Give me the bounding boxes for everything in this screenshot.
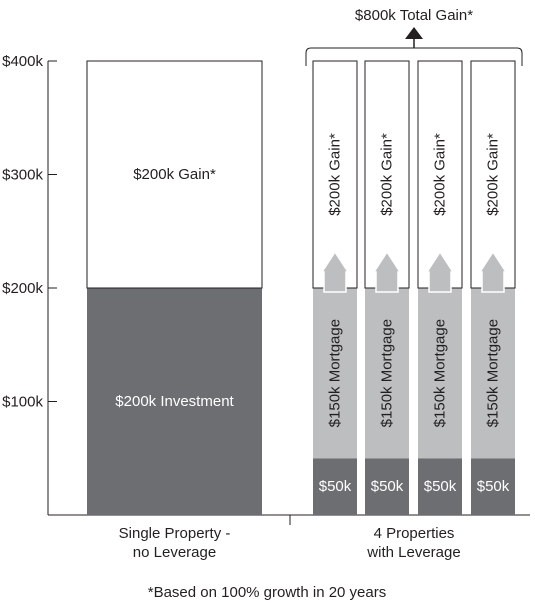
total-gain-label: $800k Total Gain*: [355, 7, 473, 24]
bar-segment: [87, 288, 262, 515]
bar-segment: [365, 458, 409, 515]
segment-label: $200k Investment: [115, 393, 234, 410]
growth-arrows: [320, 250, 508, 293]
y-tick-label: $200k: [2, 280, 43, 297]
segment-label: $150k Mortgage: [432, 319, 449, 427]
bar-segment: [418, 288, 462, 459]
bar-segment: [365, 288, 409, 459]
segment-label: $50k: [319, 478, 352, 495]
segment-label: $200k Gain*: [379, 133, 396, 216]
bar-segment: [417, 60, 463, 289]
bar-segment: [364, 60, 410, 289]
segment-label: $200k Gain*: [327, 133, 344, 216]
segment-label: $150k Mortgage: [327, 319, 344, 427]
category-label: no Leverage: [133, 544, 216, 561]
bar-segment: [470, 60, 516, 289]
segment-label: $150k Mortgage: [485, 319, 502, 427]
growth-arrow: [372, 250, 402, 293]
bar-segment: [471, 458, 515, 515]
segment-label: $200k Gain*: [432, 133, 449, 216]
category-label: 4 Properties: [374, 525, 455, 542]
y-tick-label: $400k: [2, 53, 43, 70]
bar-segment: [86, 60, 263, 289]
segment-labels: $200k Investment $200k Gain* $50k $150k Mor…: [115, 133, 509, 495]
category-label: with Leverage: [366, 544, 460, 561]
footnote: *Based on 100% growth in 20 years: [148, 584, 386, 601]
bar-segment: [313, 458, 357, 515]
category-label: Single Property -: [119, 525, 231, 542]
y-tick-label: $300k: [2, 167, 43, 184]
y-tick-label: $100k: [2, 394, 43, 411]
segment-label: $50k: [477, 478, 510, 495]
annotations: $800k Total Gain* *Based on 100% growth i…: [148, 7, 523, 601]
growth-arrow: [320, 250, 350, 293]
bar-segment: [313, 288, 357, 459]
growth-arrow: [425, 250, 455, 293]
segment-label: $50k: [424, 478, 457, 495]
bar-segment: [418, 458, 462, 515]
segment-label: $50k: [371, 478, 404, 495]
segment-label: $200k Gain*: [133, 166, 216, 183]
segment-label: $150k Mortgage: [379, 319, 396, 427]
growth-arrow: [478, 250, 508, 293]
bars: [86, 60, 516, 515]
segment-label: $200k Gain*: [485, 133, 502, 216]
bar-segment: [471, 288, 515, 459]
total-gain-arrowhead: [405, 27, 423, 39]
